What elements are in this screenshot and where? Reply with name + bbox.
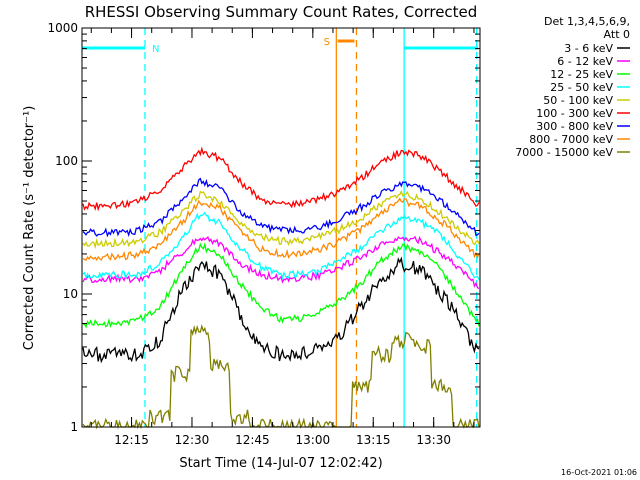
x-tick-label-4: 13:15 bbox=[356, 433, 391, 447]
x-axis-label: Start Time (14-Jul-07 12:02:42) bbox=[179, 456, 382, 471]
legend-label-5: 100 - 300 keV bbox=[536, 107, 613, 120]
annotation-label-N: N bbox=[152, 44, 159, 55]
legend-label-1: 6 - 12 keV bbox=[557, 55, 613, 68]
footer-timestamp: 16-Oct-2021 01:06 bbox=[561, 468, 637, 477]
y-tick-label-1: 10 bbox=[63, 287, 78, 301]
series-line-8 bbox=[82, 323, 480, 430]
legend-header-line-2: Att 0 bbox=[604, 28, 630, 41]
y-tick-label-0: 1 bbox=[70, 420, 78, 434]
x-tick-label-2: 12:45 bbox=[235, 433, 270, 447]
legend-label-7: 800 - 7000 keV bbox=[529, 133, 613, 146]
legend-label-3: 25 - 50 keV bbox=[550, 81, 613, 94]
x-tick-label-1: 12:30 bbox=[175, 433, 210, 447]
legend-label-8: 7000 - 15000 keV bbox=[515, 146, 613, 159]
y-tick-label-2: 100 bbox=[55, 154, 78, 168]
y-axis-label: Corrected Count Rate (s⁻¹ detector⁻¹) bbox=[22, 106, 37, 351]
series-line-4 bbox=[82, 189, 480, 250]
legend-label-0: 3 - 6 keV bbox=[564, 42, 613, 55]
x-tick-label-0: 12:15 bbox=[114, 433, 149, 447]
series-line-5 bbox=[82, 146, 480, 212]
legend-header-line-1: Det 1,3,4,5,6,9, bbox=[544, 15, 630, 28]
series-line-2 bbox=[82, 242, 480, 329]
annotation-label-S: S bbox=[324, 37, 330, 48]
series-line-0 bbox=[82, 256, 480, 364]
plot-layer: NS bbox=[82, 28, 480, 430]
chart-title: RHESSI Observing Summary Count Rates, Co… bbox=[85, 3, 478, 21]
series-line-7 bbox=[82, 197, 480, 262]
x-tick-label-3: 13:00 bbox=[296, 433, 331, 447]
y-tick-label-3: 1000 bbox=[47, 21, 78, 35]
series-line-6 bbox=[82, 177, 480, 238]
legend-label-4: 50 - 100 keV bbox=[543, 94, 613, 107]
series-line-3 bbox=[82, 211, 480, 281]
legend-label-2: 12 - 25 keV bbox=[550, 68, 613, 81]
x-tick-label-5: 13:30 bbox=[416, 433, 451, 447]
legend-label-6: 300 - 800 keV bbox=[536, 120, 613, 133]
plot-frame bbox=[81, 27, 481, 428]
series-line-1 bbox=[82, 235, 480, 290]
